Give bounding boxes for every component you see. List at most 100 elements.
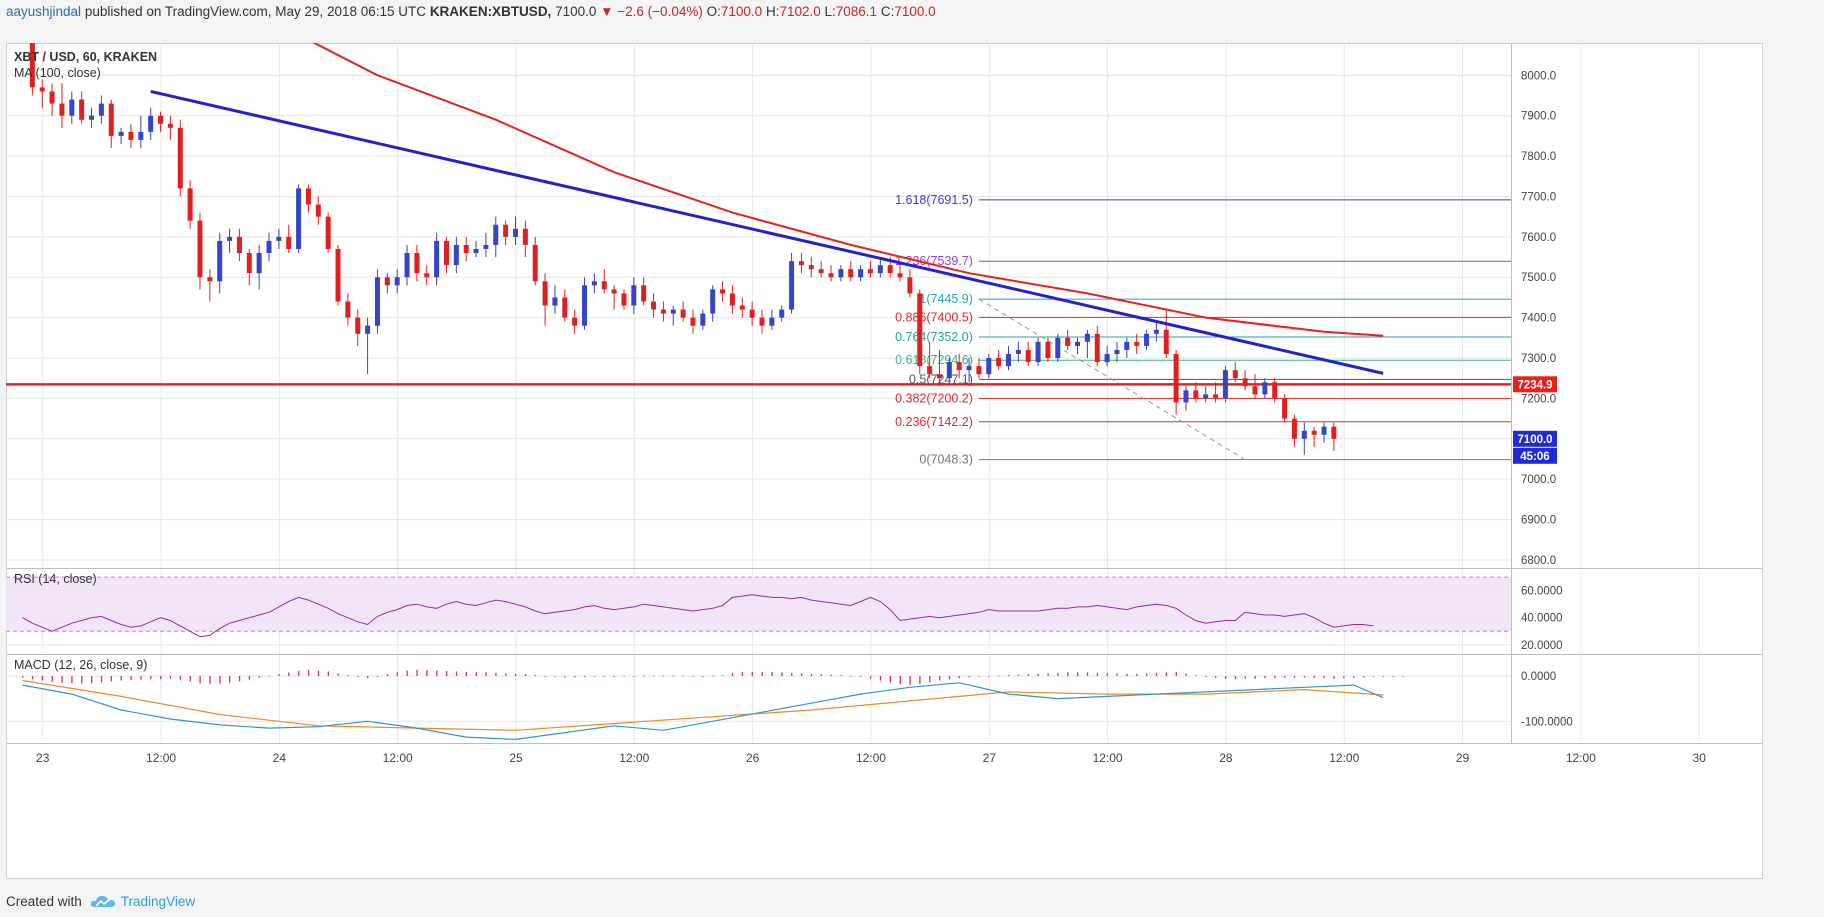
candle-body xyxy=(49,91,55,104)
candle-body xyxy=(473,248,479,254)
candle-body xyxy=(1301,430,1307,439)
header-close: 7100.0 xyxy=(894,4,936,19)
macd-histogram-bar xyxy=(455,671,458,677)
chart-frame[interactable]: 23 12:00 24 12:00 25 12:00 26 12:00 27 12:00 28 12:… xyxy=(6,43,1824,879)
candle-body xyxy=(325,216,331,249)
candle-body xyxy=(621,293,627,306)
rsi-tick-label: 60.0000 xyxy=(1521,586,1563,598)
macd-histogram-bar xyxy=(169,676,172,679)
main-symbol-label: XBT / USD, 60, KRAKEN xyxy=(14,50,157,64)
macd-histogram-bar xyxy=(495,672,497,677)
candle-body xyxy=(493,224,499,245)
macd-histogram-bar xyxy=(1402,676,1404,677)
candle-body xyxy=(1282,398,1288,419)
candle-body xyxy=(582,285,588,326)
macd-histogram-bar xyxy=(51,676,53,682)
candle-body xyxy=(1252,386,1258,395)
candle-body xyxy=(779,309,785,318)
candle-body xyxy=(443,240,449,266)
macd-histogram-bar xyxy=(958,676,960,679)
candle-body xyxy=(828,273,834,278)
macd-histogram-bar xyxy=(71,676,73,684)
macd-histogram-bar xyxy=(1136,673,1138,677)
chart-svg[interactable]: 23 12:00 24 12:00 25 12:00 26 12:00 27 12:00 28 12:… xyxy=(6,43,1824,879)
candle-body xyxy=(1075,341,1081,346)
candle-body xyxy=(680,309,686,318)
macd-histogram-bar xyxy=(1086,672,1089,677)
candle-body xyxy=(917,293,923,367)
rsi-pane xyxy=(6,576,1511,646)
header-open: 7100.0 xyxy=(720,4,763,19)
tradingview-brand[interactable]: TradingView xyxy=(90,894,195,909)
candle-body xyxy=(867,269,873,274)
fib-level-label: 1(7445.9) xyxy=(919,292,973,306)
candle-body xyxy=(562,297,568,318)
macd-histogram-bar xyxy=(820,674,822,677)
candle-body xyxy=(108,103,114,136)
price-tick-label: 7300.0 xyxy=(1521,353,1556,365)
macd-histogram-bar xyxy=(1293,676,1296,678)
candle-body xyxy=(266,240,272,254)
candle-body xyxy=(927,366,933,375)
macd-histogram-bar xyxy=(741,671,744,677)
macd-histogram-bar xyxy=(238,676,241,682)
header-change: −2.6 (−0.04%) xyxy=(617,4,703,19)
price-tick-label: 6900.0 xyxy=(1521,515,1556,527)
macd-histogram-bar xyxy=(1284,676,1286,678)
candle-body xyxy=(513,228,518,237)
macd-histogram-bar xyxy=(830,674,832,677)
candle-body xyxy=(256,253,262,274)
macd-histogram-bar xyxy=(1185,673,1187,677)
macd-histogram-bar xyxy=(1057,672,1059,677)
candle-body xyxy=(1232,370,1238,379)
author-link[interactable]: aayushjindal xyxy=(6,4,82,19)
header-last: 7100.0 xyxy=(555,4,597,19)
macd-histogram-bar xyxy=(150,676,152,680)
macd-histogram-bar xyxy=(475,671,477,677)
candle-body xyxy=(148,115,154,132)
candle-body xyxy=(739,305,745,310)
macd-histogram-bar xyxy=(850,676,852,677)
macd-histogram-bar xyxy=(810,673,813,677)
candle-body xyxy=(29,43,35,88)
candle-body xyxy=(197,220,203,278)
macd-histogram-bar xyxy=(179,676,182,680)
price-tick-label: 6800.0 xyxy=(1521,555,1556,567)
macd-histogram-bar xyxy=(722,675,724,677)
macd-histogram-bar xyxy=(81,676,83,684)
macd-histogram-bar xyxy=(1047,673,1049,677)
candle-body xyxy=(1311,430,1317,435)
x-tick-label: 12:00 xyxy=(1093,751,1123,765)
x-tick-label: 12:00 xyxy=(619,751,649,765)
main-price-axis: 8000.0 7900.0 7800.0 7700.0 7600.0 7500.0 7400… xyxy=(1521,70,1556,567)
candle-body xyxy=(483,244,489,249)
macd-histogram-bar xyxy=(968,676,970,678)
fib-level-label: 0.382(7200.2) xyxy=(895,391,973,405)
fib-level-label: 1.618(7691.5) xyxy=(895,193,973,207)
candle-body xyxy=(1262,382,1268,395)
candle-body xyxy=(463,244,469,254)
price-tick-label: 8000.0 xyxy=(1521,70,1556,82)
candle-body xyxy=(996,358,1002,367)
candle-body xyxy=(670,309,676,314)
candle-body xyxy=(1045,341,1051,359)
candle-body xyxy=(936,374,942,379)
candle-body xyxy=(897,273,903,278)
x-tick-label: 12:00 xyxy=(856,751,886,765)
macd-histogram-bar xyxy=(672,675,675,677)
candle-body xyxy=(1291,418,1297,439)
candle-body xyxy=(118,131,124,136)
price-tick-label: 7700.0 xyxy=(1521,191,1556,203)
macd-histogram-bar xyxy=(396,672,398,677)
macd-histogram-bar xyxy=(1008,675,1010,677)
fib-diagonal xyxy=(978,298,1246,461)
candle-body xyxy=(1084,333,1090,342)
macd-histogram-bar xyxy=(909,676,911,686)
macd-histogram-bar xyxy=(367,676,369,679)
candle-body xyxy=(611,289,617,294)
candle-body xyxy=(424,273,430,278)
candle-body xyxy=(1173,353,1179,403)
macd-histogram-bar xyxy=(1313,676,1315,678)
candle-body xyxy=(818,269,824,274)
macd-histogram-bar xyxy=(357,676,359,677)
